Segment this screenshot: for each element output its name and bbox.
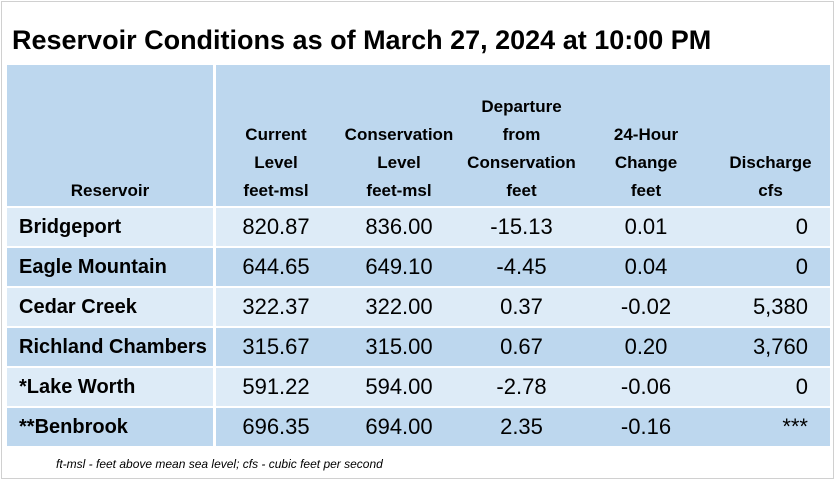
table-row: Eagle Mountain 644.65 649.10 -4.45 0.04 …: [7, 246, 830, 286]
current-level: 322.37: [216, 286, 336, 326]
footnote: ft-msl - feet above mean sea level; cfs …: [56, 457, 383, 471]
24-hour-change: 0.04: [581, 246, 711, 286]
table-row: Richland Chambers 315.67 315.00 0.67 0.2…: [7, 326, 830, 366]
24-hour-change: -0.06: [581, 366, 711, 406]
reservoir-name: Bridgeport: [7, 206, 216, 246]
reservoir-name: *Lake Worth: [7, 366, 216, 406]
table-row: Bridgeport 820.87 836.00 -15.13 0.01 0: [7, 206, 830, 246]
column-header-conservation-level: Conservation Level feet-msl: [336, 65, 462, 206]
conservation-level: 649.10: [336, 246, 462, 286]
table-row: Cedar Creek 322.37 322.00 0.37 -0.02 5,3…: [7, 286, 830, 326]
reservoir-table: Reservoir Current Level feet-msl Conserv…: [7, 65, 830, 446]
conservation-level: 322.00: [336, 286, 462, 326]
reservoir-name: Eagle Mountain: [7, 246, 216, 286]
current-level: 820.87: [216, 206, 336, 246]
departure: 0.67: [462, 326, 581, 366]
discharge: 3,760: [711, 326, 830, 366]
column-header-discharge: Discharge cfs: [711, 65, 830, 206]
discharge: 0: [711, 366, 830, 406]
page-title: Reservoir Conditions as of March 27, 202…: [12, 25, 712, 55]
current-level: 696.35: [216, 406, 336, 446]
conservation-level: 594.00: [336, 366, 462, 406]
table-row: **Benbrook 696.35 694.00 2.35 -0.16 ***: [7, 406, 830, 446]
column-header-reservoir: Reservoir: [7, 65, 216, 206]
header-row: Reservoir Current Level feet-msl Conserv…: [7, 65, 830, 206]
discharge: 0: [711, 206, 830, 246]
discharge: 5,380: [711, 286, 830, 326]
reservoir-name: Richland Chambers: [7, 326, 216, 366]
24-hour-change: 0.20: [581, 326, 711, 366]
conservation-level: 315.00: [336, 326, 462, 366]
table-row: *Lake Worth 591.22 594.00 -2.78 -0.06 0: [7, 366, 830, 406]
departure: -15.13: [462, 206, 581, 246]
conservation-level: 836.00: [336, 206, 462, 246]
current-level: 315.67: [216, 326, 336, 366]
current-level: 644.65: [216, 246, 336, 286]
column-header-24-hour-change: 24-Hour Change feet: [581, 65, 711, 206]
departure: 0.37: [462, 286, 581, 326]
column-header-departure: Departure from Conservation feet: [462, 65, 581, 206]
24-hour-change: 0.01: [581, 206, 711, 246]
discharge: ***: [711, 406, 830, 446]
departure: -4.45: [462, 246, 581, 286]
reservoir-name: Cedar Creek: [7, 286, 216, 326]
departure: 2.35: [462, 406, 581, 446]
24-hour-change: -0.16: [581, 406, 711, 446]
current-level: 591.22: [216, 366, 336, 406]
discharge: 0: [711, 246, 830, 286]
reservoir-name: **Benbrook: [7, 406, 216, 446]
24-hour-change: -0.02: [581, 286, 711, 326]
conservation-level: 694.00: [336, 406, 462, 446]
departure: -2.78: [462, 366, 581, 406]
column-header-current-level: Current Level feet-msl: [216, 65, 336, 206]
